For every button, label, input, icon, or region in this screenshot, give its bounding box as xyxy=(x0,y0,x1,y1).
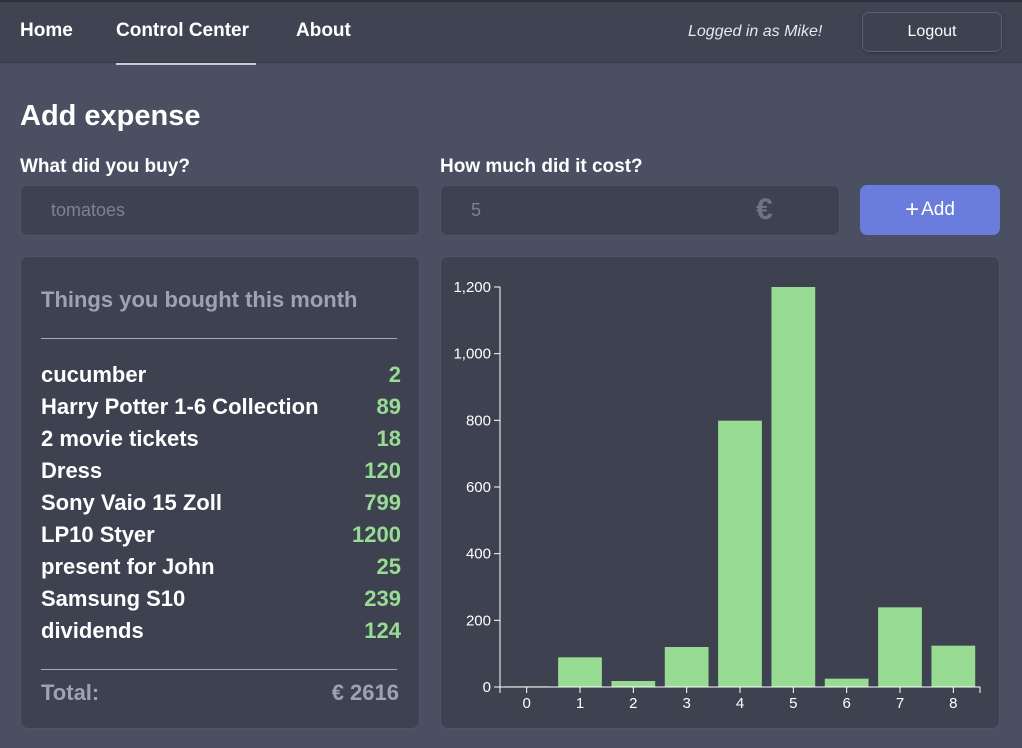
item-amount: 25 xyxy=(376,554,401,579)
list-item: LP10 Styer 1200 xyxy=(41,519,401,551)
x-tick-label: 5 xyxy=(789,695,797,712)
add-expense-button[interactable]: + Add xyxy=(860,185,1000,235)
item-amount: 120 xyxy=(364,458,401,483)
y-tick-label: 1,000 xyxy=(453,346,491,363)
x-tick-label: 7 xyxy=(896,695,904,712)
item-name: cucumber xyxy=(41,362,147,387)
total-value: € 2616 xyxy=(331,680,399,705)
item-name-label: What did you buy? xyxy=(20,156,190,177)
x-tick-label: 4 xyxy=(736,695,744,712)
y-tick-label: 0 xyxy=(483,679,491,696)
item-name: Harry Potter 1-6 Collection xyxy=(41,394,319,419)
x-tick-label: 6 xyxy=(842,695,850,712)
cost-label: How much did it cost? xyxy=(440,156,643,177)
x-tick-label: 1 xyxy=(576,695,584,712)
euro-icon: € xyxy=(756,193,773,226)
expense-chart-panel: 0 200 400 600 800 1,000 1,200 0 1 2 3 4 5 6 7 8 xyxy=(440,256,1000,729)
y-tick-label: 800 xyxy=(466,412,491,429)
list-item: Sony Vaio 15 Zoll 799 xyxy=(41,487,401,519)
item-name-input[interactable]: tomatoes xyxy=(20,185,420,236)
bar xyxy=(558,657,602,687)
list-divider-bottom xyxy=(41,669,397,670)
item-amount: 18 xyxy=(376,426,401,451)
x-tick-label: 3 xyxy=(682,695,690,712)
item-name: present for John xyxy=(41,554,215,579)
list-divider-top xyxy=(41,338,397,339)
nav-about-link[interactable]: About xyxy=(296,20,351,41)
item-amount: 799 xyxy=(364,490,401,515)
y-tick-label: 200 xyxy=(466,612,491,629)
bar xyxy=(664,647,709,687)
x-tick-label: 0 xyxy=(522,695,530,712)
bar xyxy=(718,420,762,687)
item-name: 2 movie tickets xyxy=(41,426,199,451)
total-label: Total: xyxy=(41,680,100,705)
bar xyxy=(824,678,869,687)
plus-icon: + xyxy=(905,196,920,223)
page-title: Add expense xyxy=(20,100,201,132)
navbar: Home Control Center About Logged in as M… xyxy=(0,0,1022,65)
logged-in-text: Logged in as Mike! xyxy=(688,23,823,40)
add-button-label: Add xyxy=(921,199,955,220)
cost-input[interactable]: 5 xyxy=(440,185,840,236)
item-amount: 1200 xyxy=(352,522,401,547)
item-amount: 89 xyxy=(376,394,401,419)
active-tab-indicator xyxy=(116,63,256,65)
list-item: 2 movie tickets 18 xyxy=(41,423,401,455)
item-name: LP10 Styer xyxy=(41,522,155,547)
item-amount: 2 xyxy=(388,362,401,387)
list-item: present for John 25 xyxy=(41,551,401,583)
list-item: Samsung S10 239 xyxy=(41,583,401,615)
expense-list-panel: Things you bought this month cucumber 2 … xyxy=(20,256,420,729)
list-item: Dress 120 xyxy=(41,455,401,487)
bar xyxy=(931,645,976,687)
x-tick-label: 8 xyxy=(949,695,957,712)
item-amount: 239 xyxy=(364,586,401,611)
list-title: Things you bought this month xyxy=(41,287,358,312)
item-name: Sony Vaio 15 Zoll xyxy=(41,490,222,515)
y-tick-label: 1,200 xyxy=(453,279,491,296)
item-amount: 124 xyxy=(364,618,401,643)
logout-button[interactable]: Logout xyxy=(862,12,1002,52)
bar xyxy=(611,681,656,687)
item-name: Samsung S10 xyxy=(41,586,186,611)
y-tick-label: 600 xyxy=(466,479,491,496)
item-name: dividends xyxy=(41,618,144,643)
nav-home-link[interactable]: Home xyxy=(20,20,73,41)
x-tick-label: 2 xyxy=(629,695,637,712)
nav-control-center-link[interactable]: Control Center xyxy=(116,20,249,41)
list-item: Harry Potter 1-6 Collection 89 xyxy=(41,391,401,423)
bar xyxy=(771,287,816,687)
y-tick-label: 400 xyxy=(466,546,491,563)
list-item: cucumber 2 xyxy=(41,359,401,391)
item-name: Dress xyxy=(41,458,103,483)
expense-bar-chart: 0 200 400 600 800 1,000 1,200 0 1 2 3 4 5 6 7 8 xyxy=(453,279,981,712)
list-item: dividends 124 xyxy=(41,615,401,647)
expense-list: cucumber 2 Harry Potter 1-6 Collection 8… xyxy=(41,359,401,647)
bar xyxy=(878,607,922,687)
